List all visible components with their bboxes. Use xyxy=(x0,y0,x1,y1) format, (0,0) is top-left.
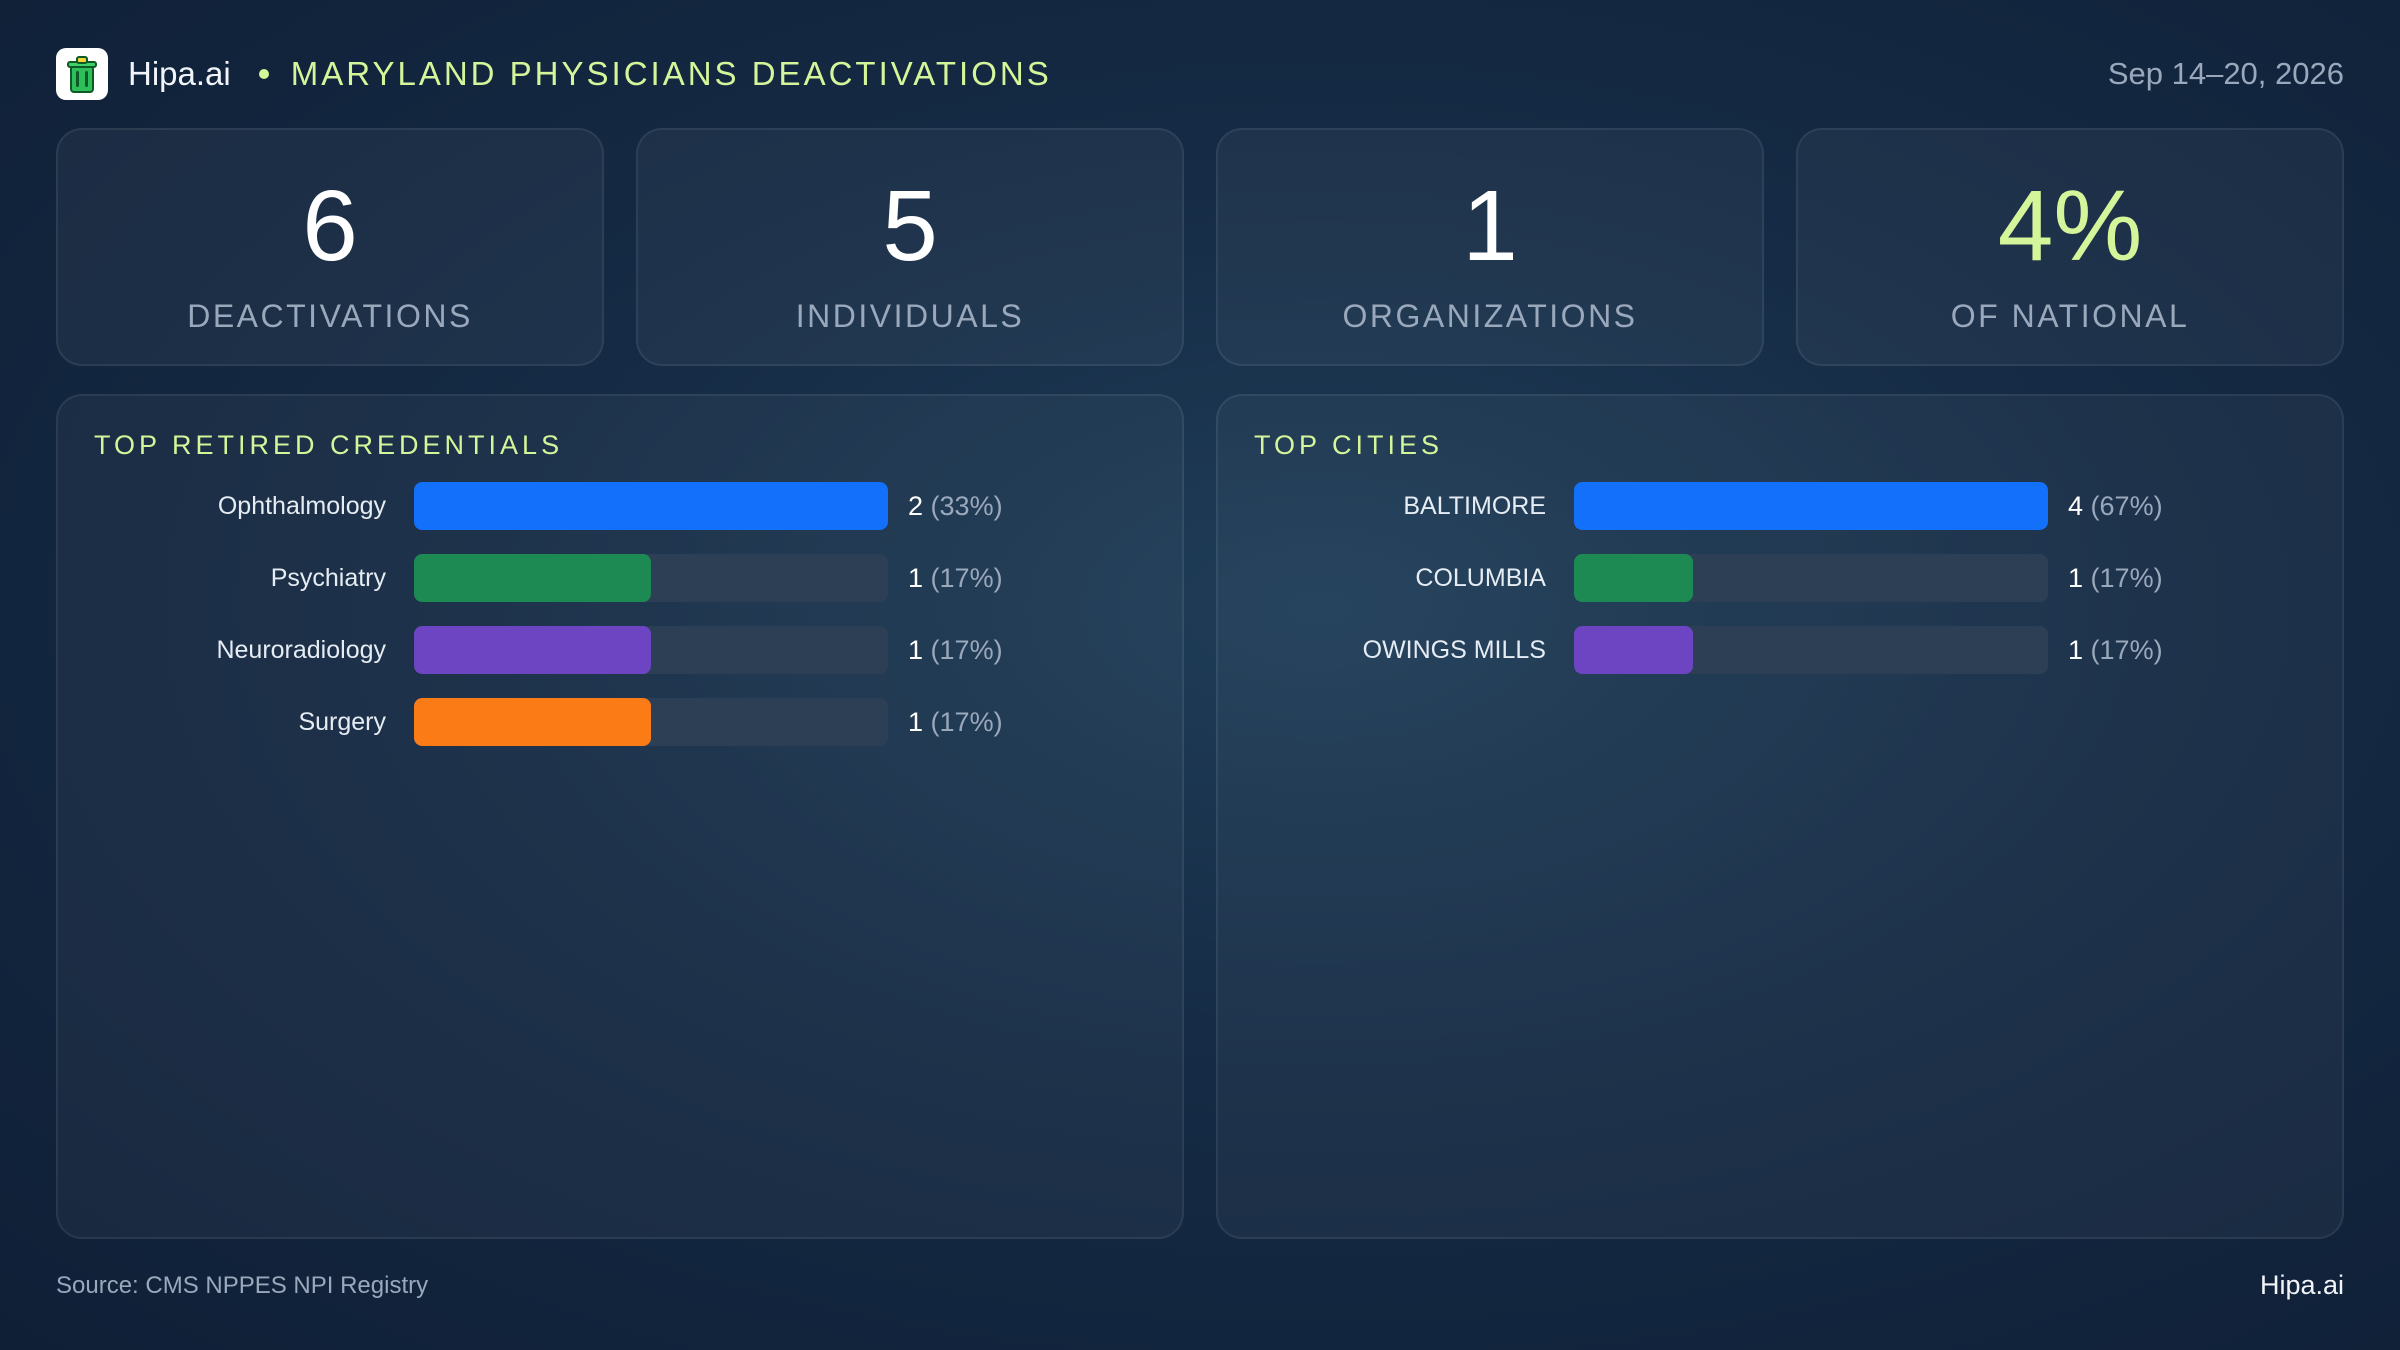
title-separator-dot xyxy=(258,69,269,79)
bar xyxy=(414,482,888,530)
bar-label: OWINGS MILLS xyxy=(1362,636,1546,664)
bar xyxy=(414,626,651,674)
kpi-label: DEACTIVATIONS xyxy=(187,298,473,334)
header: Hipa.ai MARYLAND PHYSICIANS DEACTIVATION… xyxy=(56,48,2344,100)
page-title: MARYLAND PHYSICIANS DEACTIVATIONS xyxy=(290,55,1052,92)
bar-track xyxy=(1574,482,2048,530)
credentials-chart-panel: TOP RETIRED CREDENTIALS Ophthalmology 2 (… xyxy=(56,394,1184,1239)
bar-value: 1 (17%) xyxy=(2068,554,2163,602)
bar xyxy=(1574,626,1693,674)
bar-label: Surgery xyxy=(298,708,386,736)
bar-row: BALTIMORE 4 (67%) xyxy=(1218,482,2342,530)
bar-value: 1 (17%) xyxy=(908,626,1003,674)
bar-track xyxy=(1574,626,2048,674)
bar-row: COLUMBIA 1 (17%) xyxy=(1218,554,2342,602)
bar-count: 2 xyxy=(908,491,924,521)
bar-value: 1 (17%) xyxy=(908,698,1003,746)
kpi-label: OF NATIONAL xyxy=(1950,298,2190,334)
kpi-value: 5 xyxy=(882,170,938,282)
brand-logo xyxy=(56,48,108,100)
bar-label: COLUMBIA xyxy=(1415,564,1546,592)
source-note: Source: CMS NPPES NPI Registry xyxy=(56,1272,429,1299)
bar-label: Ophthalmology xyxy=(217,492,386,520)
bar-row: OWINGS MILLS 1 (17%) xyxy=(1218,626,2342,674)
bar-row: Psychiatry 1 (17%) xyxy=(58,554,1182,602)
bar-percent: (33%) xyxy=(930,491,1003,521)
bar xyxy=(1574,482,2048,530)
kpi-value: 1 xyxy=(1462,170,1518,282)
bar-value: 4 (67%) xyxy=(2068,482,2163,530)
footer-brand: Hipa.ai xyxy=(2259,1270,2344,1300)
bar-count: 1 xyxy=(908,707,924,737)
bar-percent: (17%) xyxy=(2090,563,2163,593)
bar-row: Neuroradiology 1 (17%) xyxy=(58,626,1182,674)
bar-count: 1 xyxy=(908,563,924,593)
bar-percent: (67%) xyxy=(2090,491,2163,521)
bar-percent: (17%) xyxy=(2090,635,2163,665)
bar-row: Surgery 1 (17%) xyxy=(58,698,1182,746)
bar-percent: (17%) xyxy=(930,563,1003,593)
kpi-card-deactivations: 6 DEACTIVATIONS xyxy=(56,128,604,366)
chart-title: TOP CITIES xyxy=(1254,430,1444,460)
bar-track xyxy=(1574,554,2048,602)
kpi-card-organizations: 1 ORGANIZATIONS xyxy=(1216,128,1764,366)
bar xyxy=(414,554,651,602)
bar-count: 1 xyxy=(2068,563,2084,593)
bar-label: Neuroradiology xyxy=(216,636,386,664)
kpi-label: INDIVIDUALS xyxy=(795,298,1025,334)
bar-track xyxy=(414,626,888,674)
bar-value: 1 (17%) xyxy=(908,554,1003,602)
kpi-card-individuals: 5 INDIVIDUALS xyxy=(636,128,1184,366)
bar-track xyxy=(414,554,888,602)
trash-can-icon xyxy=(67,56,97,93)
bar-row: Ophthalmology 2 (33%) xyxy=(58,482,1182,530)
bar xyxy=(1574,554,1693,602)
bar-count: 1 xyxy=(908,635,924,665)
date-range: Sep 14–20, 2026 xyxy=(2107,56,2344,91)
bar-label: Psychiatry xyxy=(270,564,386,592)
bar-value: 2 (33%) xyxy=(908,482,1003,530)
cities-chart-panel: TOP CITIES BALTIMORE 4 (67%) COLUMBIA 1 (17… xyxy=(1216,394,2344,1239)
bar-count: 4 xyxy=(2068,491,2084,521)
kpi-card-of-national: 4% OF NATIONAL xyxy=(1796,128,2344,366)
chart-title: TOP RETIRED CREDENTIALS xyxy=(94,430,564,460)
bar xyxy=(414,698,651,746)
kpi-value: 6 xyxy=(302,170,358,282)
bar-track xyxy=(414,698,888,746)
bar-percent: (17%) xyxy=(930,635,1003,665)
kpi-value: 4% xyxy=(1997,170,2143,282)
kpi-row: 6 DEACTIVATIONS 5 INDIVIDUALS 1 ORGANIZA… xyxy=(56,128,2344,366)
kpi-label: ORGANIZATIONS xyxy=(1342,298,1638,334)
bar-count: 1 xyxy=(2068,635,2084,665)
bar-track xyxy=(414,482,888,530)
bar-value: 1 (17%) xyxy=(2068,626,2163,674)
bar-label: BALTIMORE xyxy=(1403,492,1546,520)
bar-percent: (17%) xyxy=(930,707,1003,737)
brand-name: Hipa.ai xyxy=(128,55,231,92)
